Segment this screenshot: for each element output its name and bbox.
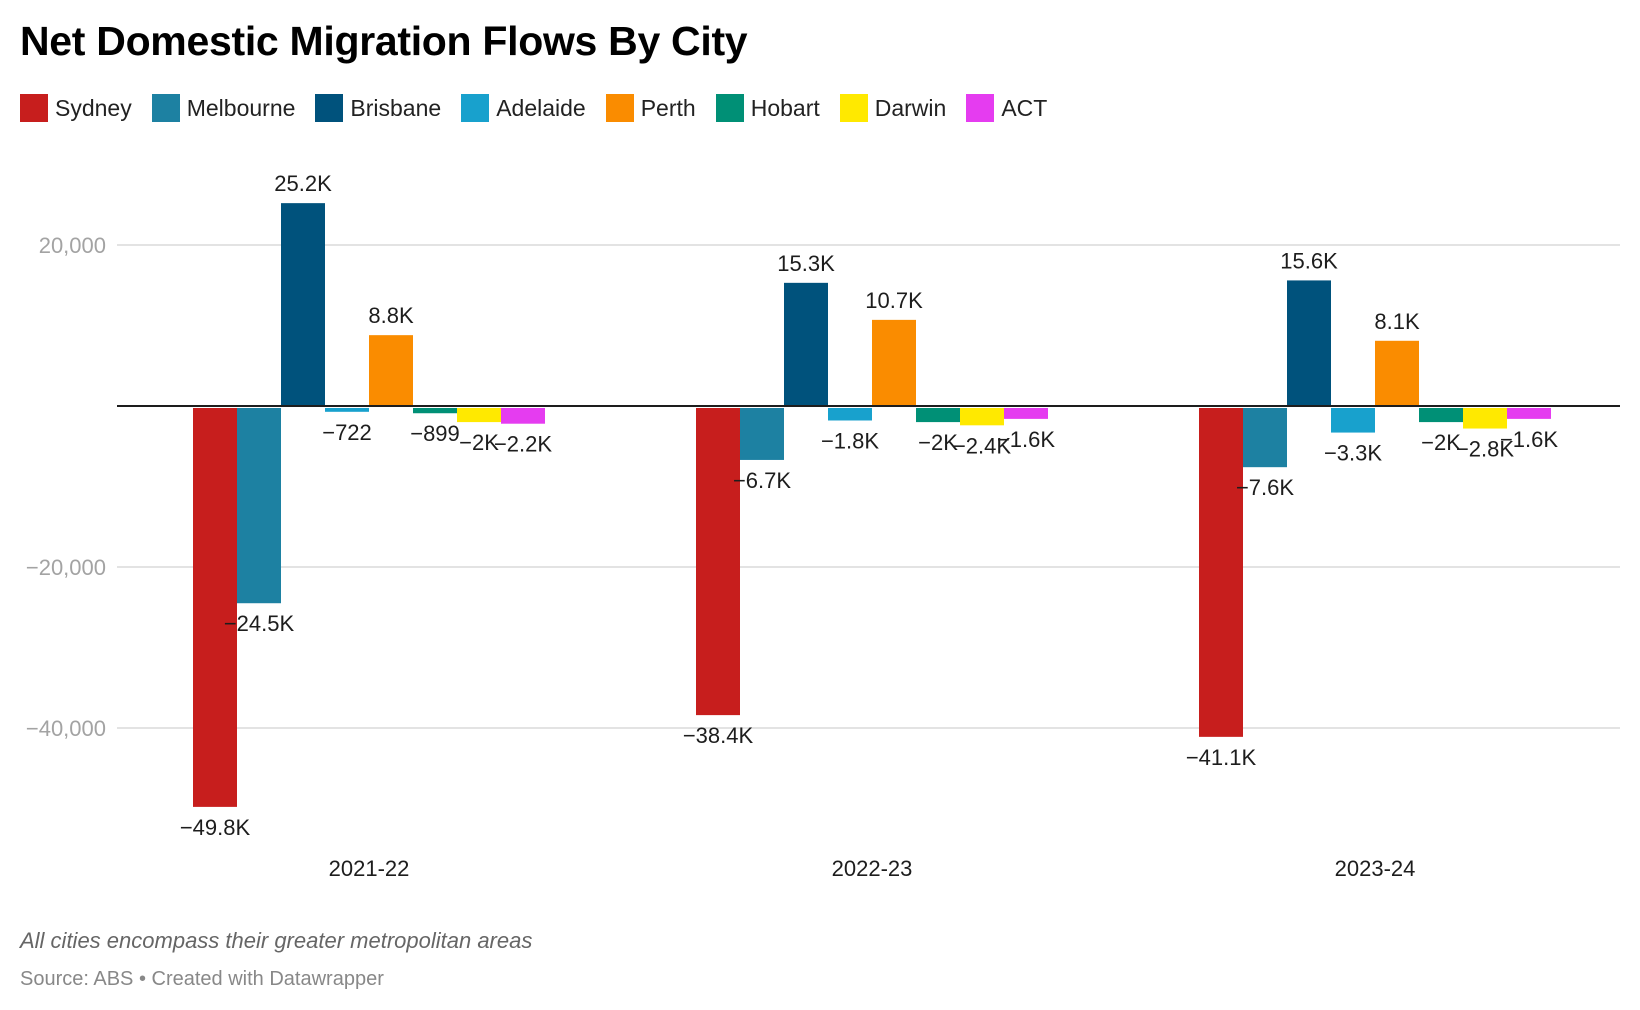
data-label: −2K	[459, 430, 499, 455]
data-label: 8.1K	[1374, 309, 1420, 334]
legend-swatch	[839, 94, 868, 122]
data-label: −38.4K	[683, 723, 754, 748]
y-tick-label: −20,000	[26, 555, 106, 580]
bar-perth-2022-23	[872, 319, 916, 406]
legend-label: Hobart	[750, 94, 820, 121]
bar-hobart-2022-23	[916, 408, 960, 423]
legend: Sydney Melbourne Brisbane Adelaide Perth…	[20, 94, 1067, 122]
bar-darwin-2021-22	[457, 408, 501, 423]
legend-swatch	[715, 94, 744, 122]
bar-darwin-2023-24	[1463, 408, 1507, 429]
legend-label: Darwin	[874, 94, 947, 121]
data-label: −1.8K	[821, 428, 879, 453]
data-label: 25.2K	[274, 171, 332, 196]
data-label: −1.6K	[1500, 427, 1558, 452]
legend-label: Perth	[640, 94, 696, 121]
data-label: −49.8K	[180, 815, 251, 840]
bar-darwin-2022-23	[960, 408, 1004, 426]
bar-sydney-2022-23	[696, 408, 740, 716]
legend-swatch	[20, 94, 48, 122]
legend-item-perth: Perth	[605, 94, 696, 122]
bar-brisbane-2023-24	[1287, 280, 1331, 406]
legend-swatch	[966, 94, 995, 122]
chart-source: Source: ABS • Created with Datawrapper	[20, 968, 384, 990]
x-category-label: 2023-24	[1335, 856, 1416, 881]
legend-label: ACT	[1001, 94, 1048, 121]
legend-item-darwin: Darwin	[839, 94, 947, 122]
data-label: −2.2K	[494, 432, 552, 457]
x-category-label: 2021-22	[329, 856, 410, 881]
data-label: 10.7K	[865, 288, 923, 313]
bar-melbourne-2021-22	[237, 408, 281, 604]
legend-swatch	[605, 94, 634, 122]
legend-item-act: ACT	[966, 94, 1047, 122]
data-label: −2.8K	[1456, 437, 1514, 462]
bar-sydney-2023-24	[1199, 408, 1243, 737]
y-tick-label: 20,000	[39, 233, 106, 258]
legend-item-adelaide: Adelaide	[461, 94, 586, 122]
data-label: −2K	[1421, 430, 1461, 455]
legend-swatch	[151, 94, 180, 122]
legend-item-melbourne: Melbourne	[151, 94, 296, 122]
data-label: −24.5K	[224, 611, 295, 636]
bar-hobart-2021-22	[413, 408, 457, 414]
data-label: −1.6K	[997, 427, 1055, 452]
data-label: −6.7K	[733, 468, 791, 493]
bar-adelaide-2022-23	[828, 408, 872, 421]
legend-item-hobart: Hobart	[715, 94, 820, 122]
data-label: −41.1K	[1186, 745, 1257, 770]
data-label: −2K	[918, 430, 958, 455]
bar-melbourne-2022-23	[740, 408, 784, 460]
bar-brisbane-2021-22	[281, 203, 325, 406]
data-label: 15.6K	[1280, 248, 1338, 273]
data-label: 15.3K	[777, 251, 835, 276]
data-label: −7.6K	[1236, 475, 1294, 500]
legend-label: Melbourne	[186, 94, 296, 121]
data-label: −899	[410, 421, 460, 446]
data-label: −3.3K	[1324, 441, 1382, 466]
legend-item-brisbane: Brisbane	[315, 94, 441, 122]
bar-adelaide-2021-22	[325, 408, 369, 412]
chart-note: All cities encompass their greater metro…	[20, 928, 533, 953]
bar-act-2021-22	[501, 408, 545, 424]
data-label: −722	[322, 420, 372, 445]
bar-adelaide-2023-24	[1331, 408, 1375, 433]
bar-perth-2023-24	[1375, 340, 1419, 406]
bar-brisbane-2022-23	[784, 282, 828, 406]
legend-swatch	[315, 94, 344, 122]
legend-swatch	[461, 94, 490, 122]
bar-melbourne-2023-24	[1243, 408, 1287, 468]
bar-act-2022-23	[1004, 408, 1048, 419]
data-label: −2.4K	[953, 433, 1011, 458]
data-label: 8.8K	[368, 303, 414, 328]
bar-act-2023-24	[1507, 408, 1551, 419]
chart-title: Net Domestic Migration Flows By City	[20, 18, 748, 64]
legend-label: Adelaide	[496, 94, 586, 121]
bar-hobart-2023-24	[1419, 408, 1463, 423]
bar-perth-2021-22	[369, 335, 413, 406]
y-tick-label: −40,000	[26, 716, 106, 741]
legend-label: Brisbane	[350, 94, 442, 121]
bar-sydney-2021-22	[193, 408, 237, 807]
legend-label: Sydney	[55, 94, 132, 121]
x-category-label: 2022-23	[832, 856, 913, 881]
legend-item-sydney: Sydney	[20, 94, 132, 122]
